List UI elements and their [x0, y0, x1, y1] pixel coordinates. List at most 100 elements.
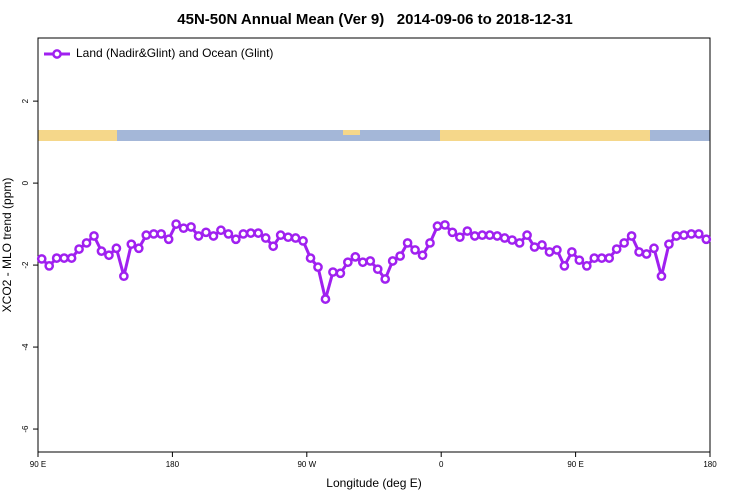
data-point — [253, 228, 264, 238]
data-point — [492, 231, 503, 241]
y-tick-label: -4 — [21, 343, 30, 351]
legend-marker — [52, 49, 62, 59]
data-point — [514, 238, 525, 248]
data-point — [499, 233, 510, 243]
chart-title: 45N-50N Annual Mean (Ver 9) 2014-09-06 t… — [177, 11, 572, 28]
data-point — [440, 220, 450, 230]
data-point — [581, 261, 592, 271]
data-point — [81, 238, 92, 248]
data-point — [604, 253, 615, 263]
data-point — [679, 230, 689, 241]
data-point — [380, 274, 391, 284]
data-point — [387, 256, 398, 266]
data-point — [238, 229, 249, 239]
data-point — [245, 228, 256, 238]
data-point — [425, 238, 435, 248]
y-axis-title: XCO2 - MLO trend (ppm) — [0, 178, 14, 313]
x-tick-label: 180 — [166, 460, 180, 469]
data-point — [148, 229, 159, 239]
data-point — [298, 236, 308, 246]
data-point — [634, 247, 644, 257]
data-point — [567, 247, 577, 257]
data-point — [701, 234, 712, 245]
data-point — [365, 256, 376, 266]
x-tick-label: 90 E — [567, 460, 583, 469]
data-point — [552, 245, 562, 255]
data-point — [544, 247, 555, 257]
data-point — [141, 230, 152, 241]
data-point — [74, 244, 84, 254]
data-point — [432, 221, 443, 231]
data-point — [171, 219, 181, 229]
data-point — [693, 229, 704, 239]
data-point — [104, 250, 114, 261]
data-point — [529, 242, 540, 252]
data-point — [89, 231, 99, 241]
data-point — [469, 231, 480, 241]
data-point — [395, 251, 405, 261]
data-point — [328, 267, 338, 277]
data-point — [402, 238, 413, 248]
data-point — [66, 253, 77, 263]
data-point — [484, 230, 495, 241]
data-point — [59, 253, 69, 263]
data-point — [477, 230, 488, 241]
data-point — [537, 240, 547, 250]
data-point — [51, 253, 62, 263]
x-tick-label: 180 — [703, 460, 717, 469]
land-band — [343, 130, 360, 135]
data-point — [462, 226, 473, 236]
data-point — [290, 233, 301, 243]
data-point — [596, 253, 607, 263]
data-point — [589, 253, 600, 263]
data-point — [96, 246, 107, 256]
land-band — [440, 130, 650, 141]
data-point — [611, 244, 622, 254]
data-point — [671, 231, 682, 241]
x-tick-label: 90 E — [30, 460, 46, 469]
data-point — [193, 231, 204, 241]
y-tick-label: -6 — [21, 425, 30, 433]
data-point — [283, 232, 293, 243]
data-point — [36, 254, 47, 264]
data-point — [156, 229, 167, 239]
data-point — [619, 238, 629, 248]
data-point — [447, 227, 458, 238]
data-point — [417, 250, 428, 261]
data-point — [163, 234, 174, 245]
data-point — [126, 239, 137, 250]
data-point — [231, 234, 241, 245]
y-tick-label: -2 — [21, 261, 30, 269]
data-point — [455, 232, 465, 243]
data-point — [223, 229, 234, 239]
x-tick-label: 90 W — [297, 460, 316, 469]
data-point — [111, 243, 122, 254]
data-point — [372, 264, 383, 275]
data-point — [320, 294, 331, 304]
data-point — [201, 227, 211, 238]
data-point — [686, 229, 697, 239]
x-tick-label: 0 — [439, 460, 444, 469]
data-point — [574, 255, 585, 266]
data-point — [641, 249, 652, 259]
data-point — [522, 230, 532, 241]
data-point — [626, 231, 637, 241]
data-point — [357, 257, 368, 268]
data-point — [305, 253, 316, 263]
data-point — [275, 230, 286, 241]
data-point — [335, 268, 346, 279]
data-point — [313, 262, 323, 272]
data-point — [343, 257, 353, 268]
data-point — [216, 225, 226, 236]
data-point — [664, 239, 674, 250]
data-point — [507, 235, 517, 245]
y-tick-label: 2 — [21, 98, 30, 103]
data-point — [186, 222, 196, 232]
data-point — [119, 271, 129, 282]
data-point — [133, 243, 144, 254]
data-point — [350, 252, 361, 262]
ocean-band — [38, 130, 710, 141]
legend-label: Land (Nadir&Glint) and Ocean (Glint) — [76, 46, 273, 60]
data-point — [260, 233, 271, 243]
